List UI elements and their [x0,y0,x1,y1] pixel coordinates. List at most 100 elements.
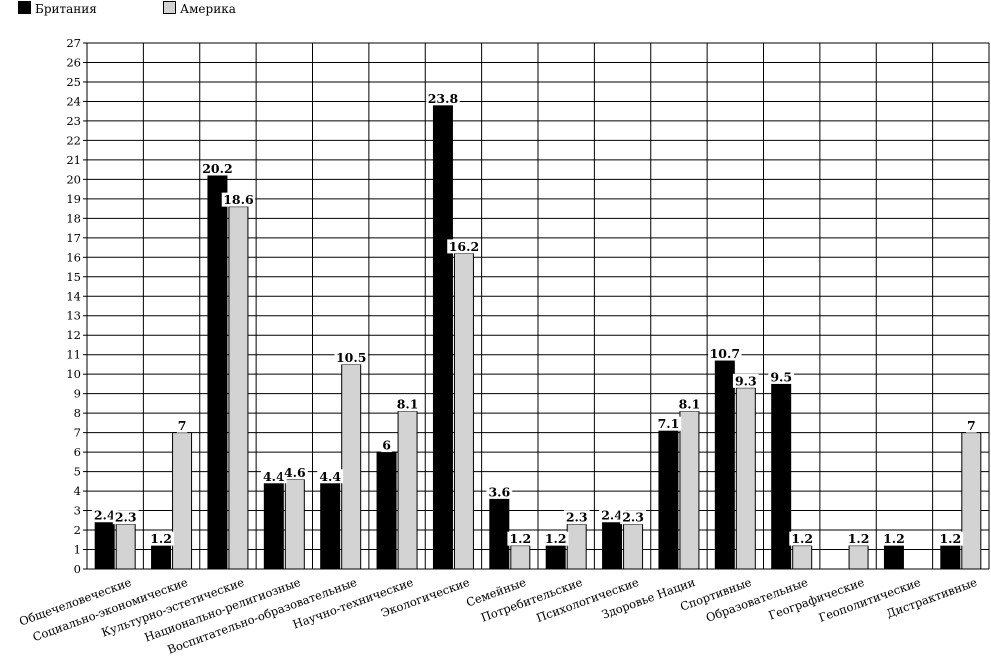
y-tick-label: 23 [66,114,81,128]
bar-britain [658,430,679,570]
data-label-bg-britain [542,531,569,546]
bar-america [623,523,644,570]
bar-america [848,545,869,570]
bar-britain [883,545,904,570]
bar-america [679,410,700,570]
legend-swatch-america [163,1,176,14]
legend-item-america: Америка [163,1,236,16]
y-tick-label: 6 [74,445,81,459]
bar-america [510,545,531,570]
y-tick-label: 10 [66,367,81,381]
data-label-britain: 10.7 [710,346,740,361]
y-tick-label: 3 [74,504,81,518]
bar-britain [940,545,961,570]
bar-america [284,478,305,570]
legend-label-britain: Британия [35,2,97,16]
data-label-america: 7 [178,418,187,433]
y-tick-label: 11 [66,348,81,362]
data-label-bg-britain [317,469,344,484]
y-tick-label: 17 [66,231,81,245]
bar-britain [432,104,453,570]
bar-britain [771,383,792,570]
y-tick-label: 24 [66,94,81,108]
data-label-britain: 23.8 [428,91,459,106]
data-label-britain: 1.2 [150,531,172,546]
data-label-bg-britain [599,508,625,523]
data-label-bg-britain [708,346,742,361]
data-label-bg-america [394,397,421,412]
data-label-america: 9.3 [735,373,757,388]
data-label-bg-america [789,531,816,546]
data-label-bg-america [966,418,977,433]
data-label-bg-america [620,510,646,525]
legend-label-america: Америка [180,2,236,16]
y-tick-label: 14 [66,289,81,303]
data-label-bg-britain [200,161,235,176]
data-label-bg-britain [91,508,118,523]
data-label-britain: 1.2 [545,531,567,546]
bar-america [397,410,418,570]
bar-america [115,523,136,570]
y-tick-label: 4 [74,484,81,498]
bar-britain [207,174,228,570]
data-label-britain: 1.2 [939,531,961,546]
data-label-america: 2.3 [115,510,137,525]
data-label-britain: 1.2 [883,531,905,546]
data-label-america: 1.2 [509,531,531,546]
y-tick-label: 26 [66,55,81,69]
data-label-america: 2.3 [622,510,644,525]
data-label-bg-britain [148,531,174,546]
bar-america [341,363,362,570]
data-label-britain: 20.2 [202,161,232,176]
data-label-britain: 2.4 [601,508,623,523]
y-tick-label: 8 [74,406,81,420]
bar-america [566,523,587,570]
bar-america [453,252,474,570]
data-label-bg-britain [260,469,287,484]
data-label-america: 16.2 [449,239,479,254]
data-label-america: 1.2 [848,531,870,546]
data-label-america: 8.1 [679,397,701,412]
data-label-bg-britain [655,416,682,431]
y-tick-label: 15 [66,270,81,284]
data-label-america: 18.6 [223,192,254,207]
y-tick-label: 2 [74,523,81,537]
y-tick-label: 18 [66,211,81,225]
bar-america [792,545,813,570]
data-label-britain: 7.1 [658,416,680,431]
data-label-bg-britain [937,531,964,546]
data-label-america: 8.1 [397,397,419,412]
bar-britain [602,521,623,570]
data-label-britain: 3.6 [488,484,510,499]
y-tick-label: 27 [66,36,81,50]
legend-item-britain: Британия [18,1,97,16]
data-label-bg-america [507,531,534,546]
bar-britain [545,545,566,570]
y-tick-label: 25 [66,75,81,89]
data-label-bg-america [447,239,481,254]
data-label-britain: 4.4 [263,469,285,484]
data-label-bg-britain [486,484,513,499]
bar-america [735,387,756,570]
data-label-britain: 2.4 [94,508,116,523]
data-label-america: 10.5 [336,350,366,365]
bar-britain [376,451,397,570]
data-label-britain: 4.4 [319,469,341,484]
bar-britain [151,545,172,570]
data-label-bg-america [563,510,590,525]
y-tick-label: 16 [66,250,81,264]
data-label-bg-america [732,373,759,388]
data-label-bg-america [112,510,139,525]
data-label-bg-britain [768,369,795,384]
data-label-bg-britain [381,438,392,453]
data-label-america: 7 [967,418,976,433]
data-label-bg-america [176,418,188,433]
data-label-bg-america [221,192,256,207]
data-label-bg-america [845,531,872,546]
data-label-bg-america [281,465,308,480]
data-label-america: 1.2 [791,531,813,546]
data-label-britain: 9.5 [770,369,792,384]
legend-swatch-britain [18,1,31,14]
y-tick-label: 5 [74,465,81,479]
bar-america [228,206,249,570]
